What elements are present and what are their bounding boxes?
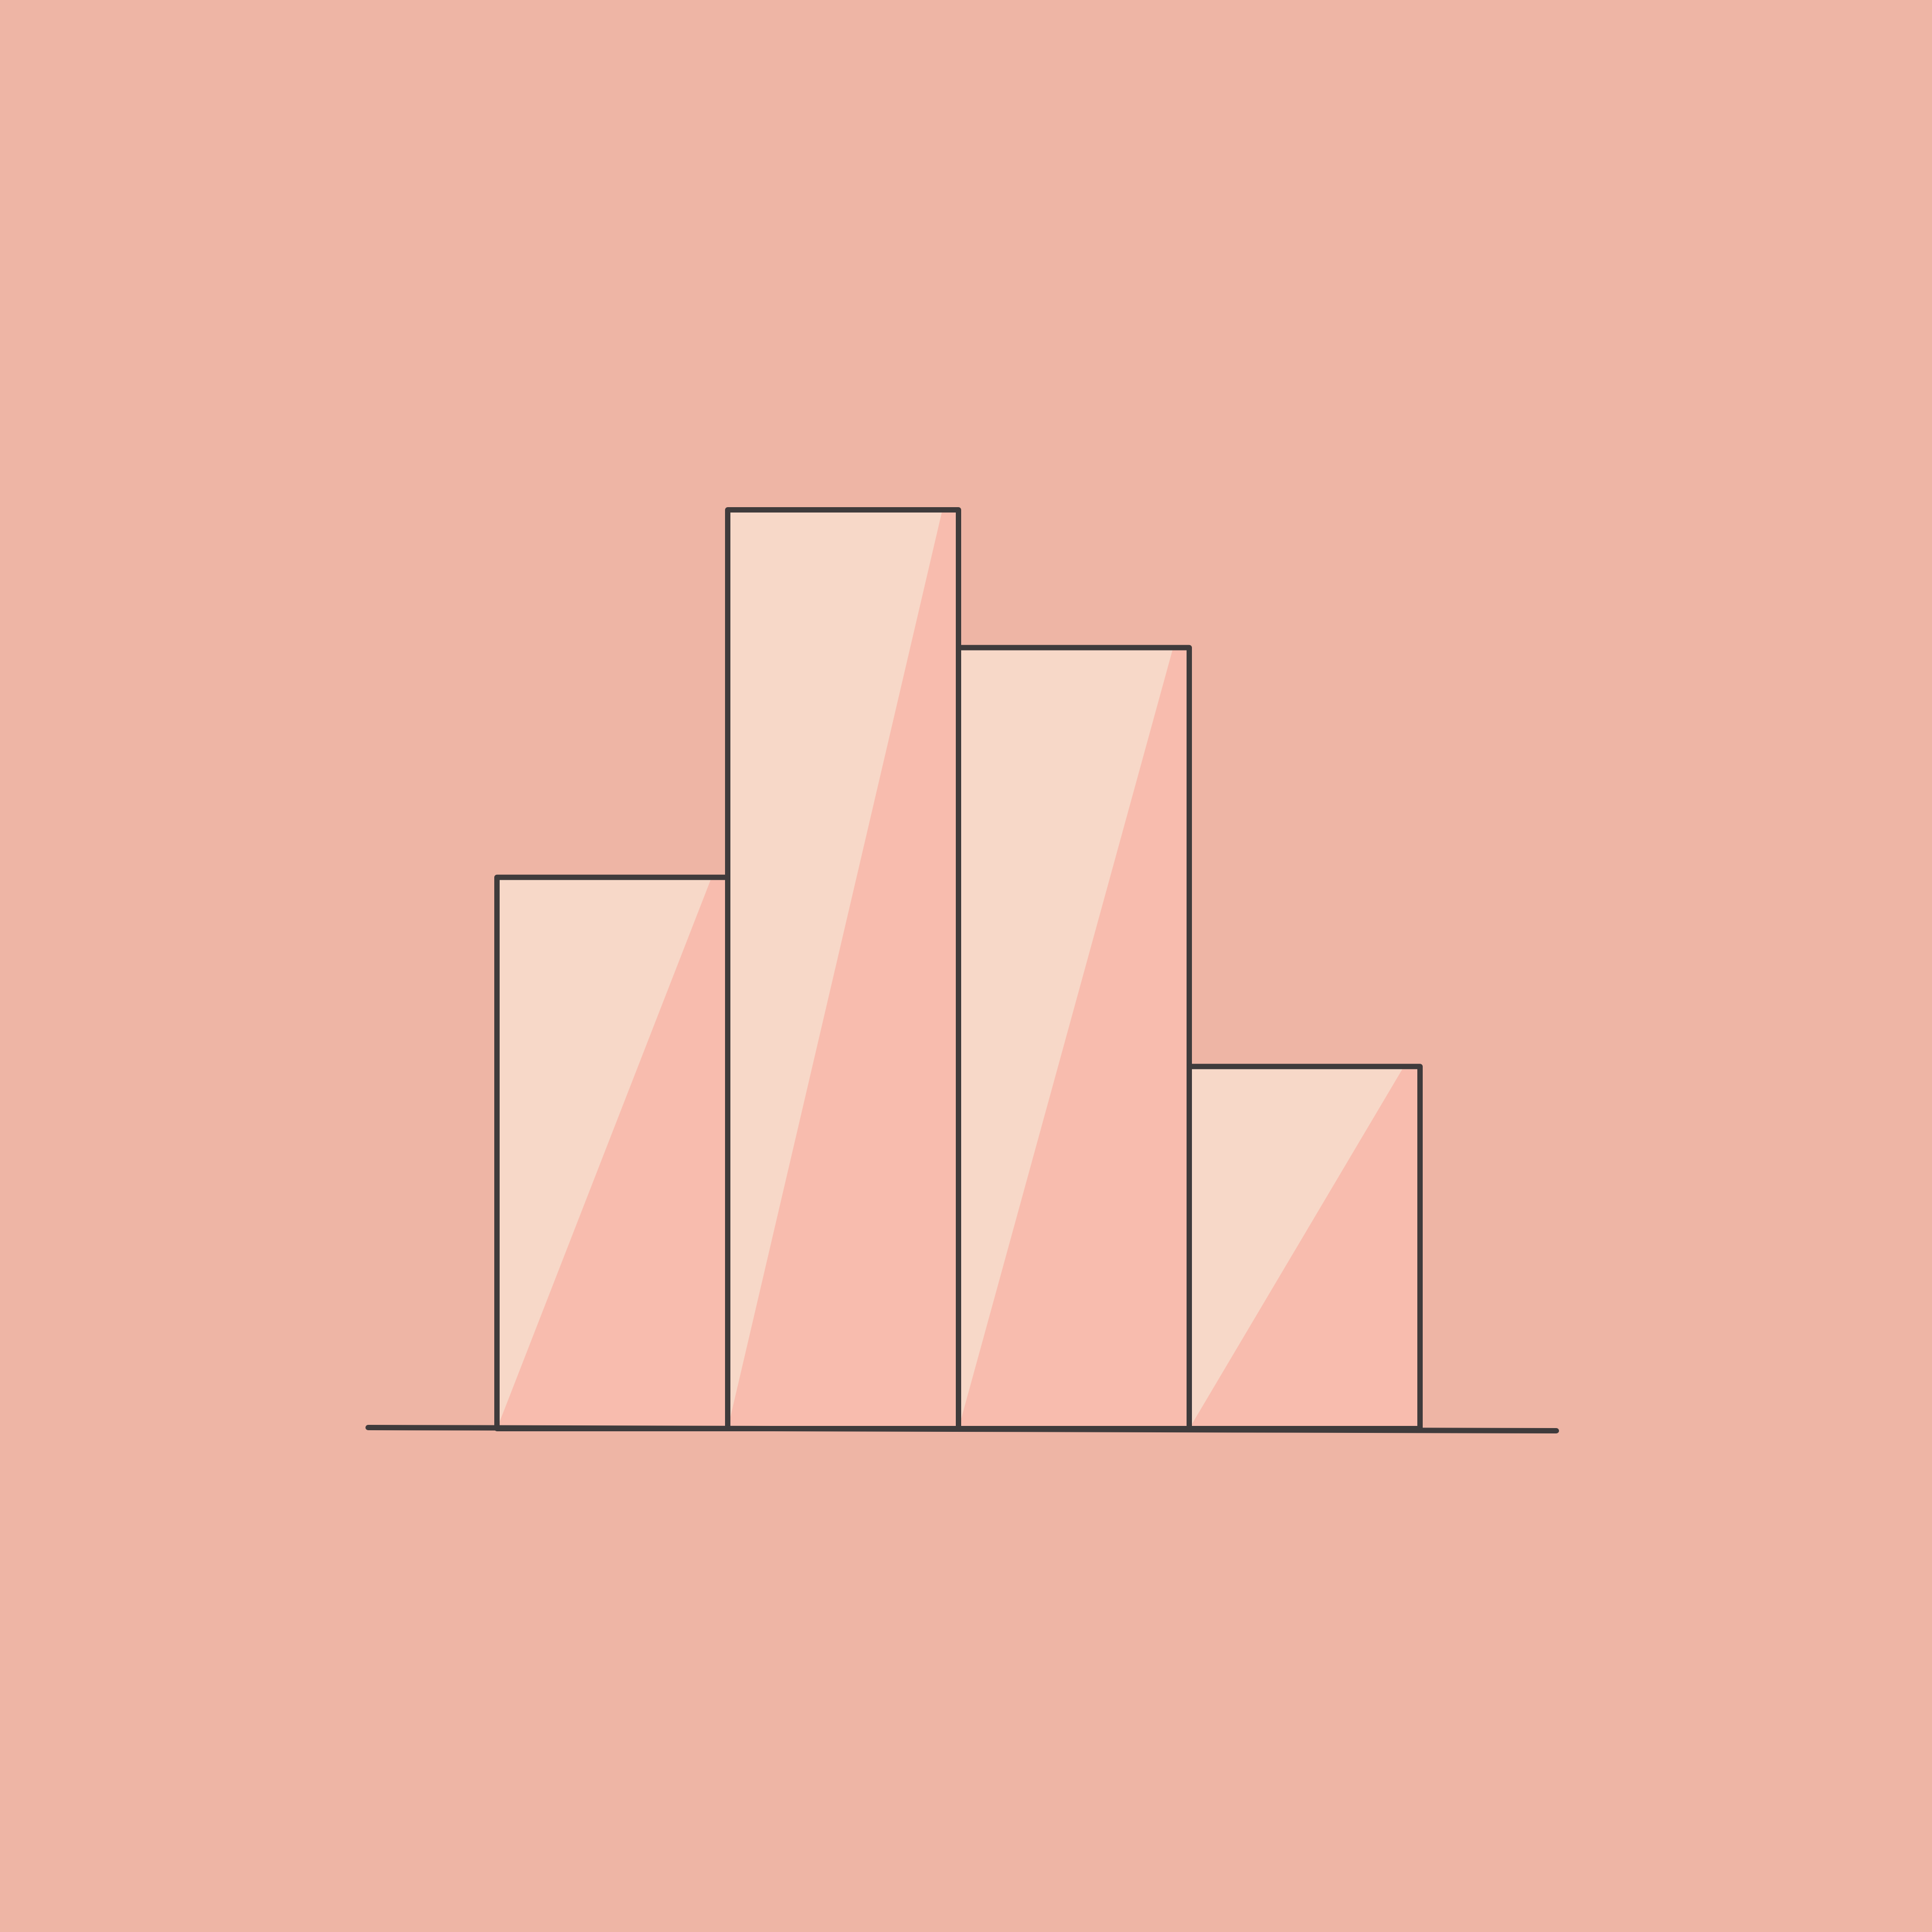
chart-bar: [725, 507, 961, 1431]
bar-highlight: [728, 510, 942, 1429]
chart-bar: [1187, 1064, 1423, 1432]
baseline-axis: [365, 1425, 1559, 1433]
bar-highlight: [497, 877, 712, 1429]
bar-highlight: [1189, 1066, 1404, 1429]
chart-bar: [956, 645, 1192, 1431]
bar-highlight: [958, 647, 1173, 1429]
chart-bar: [494, 874, 730, 1431]
bars-group: [494, 507, 1423, 1432]
